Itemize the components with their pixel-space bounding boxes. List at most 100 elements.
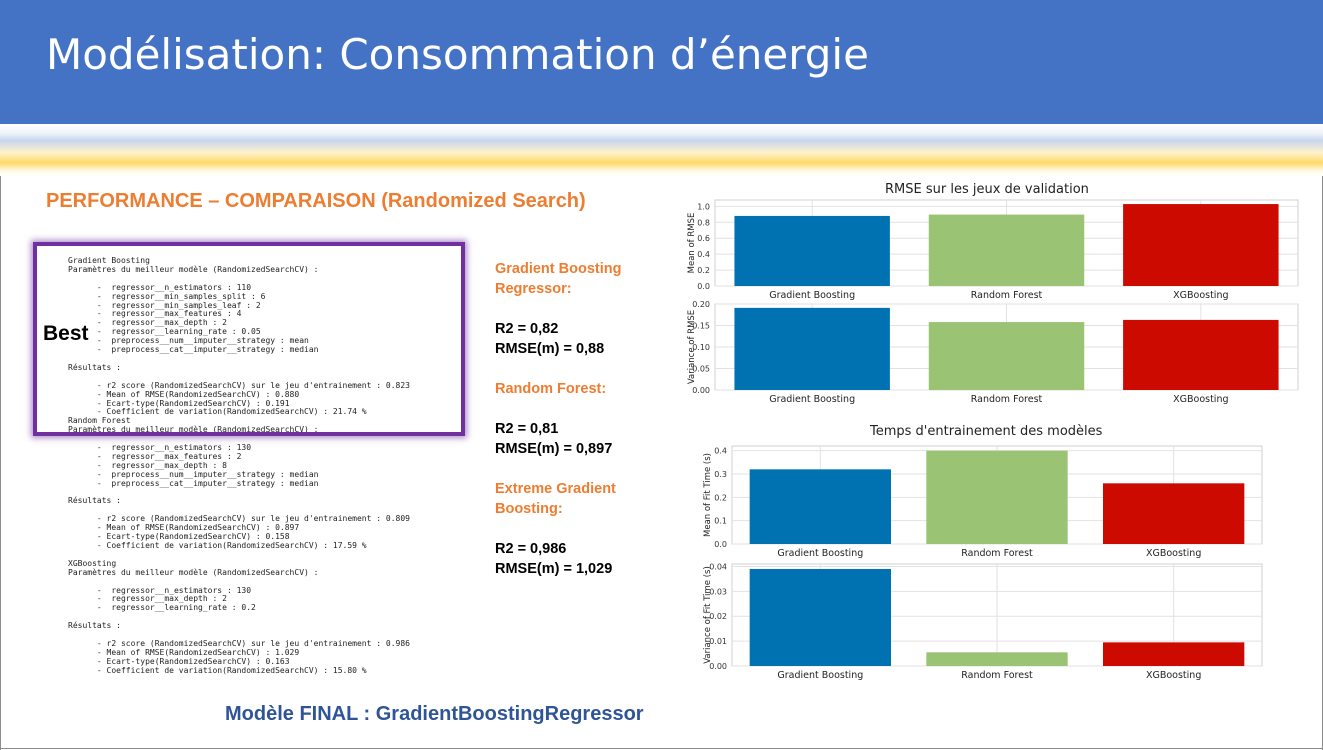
y-tick-label: 0.4 bbox=[714, 447, 727, 456]
bar bbox=[928, 322, 1085, 390]
output-line: - regressor__max_features : 4 bbox=[68, 309, 242, 319]
metrics-summary: Gradient Boosting Regressor: R2 = 0,82 R… bbox=[495, 259, 670, 579]
xgb-r2: R2 = 0,986 bbox=[495, 541, 567, 557]
output-line: Résultats : bbox=[68, 621, 121, 631]
output-line: - regressor__min_samples_split : 6 bbox=[68, 291, 266, 301]
output-line: XGBoosting bbox=[68, 558, 117, 568]
xgb-summary-title-line1: Extreme Gradient bbox=[495, 481, 616, 497]
xgb-rmse: RMSE(m) = 1,029 bbox=[495, 561, 613, 577]
rf-rmse: RMSE(m) = 0,897 bbox=[495, 441, 613, 457]
output-line: Paramètres du meilleur modèle (Randomize… bbox=[68, 425, 319, 435]
output-line: Gradient Boosting bbox=[68, 256, 150, 265]
bar bbox=[1123, 319, 1279, 390]
slide-title: Modélisation: Consommation d’énergie bbox=[46, 30, 869, 79]
bar bbox=[926, 652, 1068, 666]
y-tick-label: 0.04 bbox=[709, 562, 727, 571]
y-tick-label: 0.00 bbox=[709, 662, 727, 671]
output-line: - regressor__max_depth : 2 bbox=[68, 318, 227, 328]
output-line: Résultats : bbox=[68, 496, 121, 506]
gb-summary-title-line2: Regressor: bbox=[495, 281, 572, 297]
gb-r2: R2 = 0,82 bbox=[495, 321, 559, 337]
bar bbox=[926, 450, 1068, 544]
y-tick-label: 0.3 bbox=[714, 470, 727, 479]
output-line: - Mean of RMSE(RandomizedSearchCV) : 0.8… bbox=[68, 389, 300, 399]
output-line: - Coefficient de variation(RandomizedSea… bbox=[68, 407, 367, 417]
output-line: - regressor__n_estimators : 110 bbox=[68, 282, 252, 292]
y-tick-label: 0.10 bbox=[692, 343, 710, 352]
y-axis-label: Variance of Fit Time (s) bbox=[703, 566, 713, 664]
x-tick-label: XGBoosting bbox=[1173, 290, 1228, 301]
y-tick-label: 0.01 bbox=[709, 637, 727, 646]
x-tick-label: Gradient Boosting bbox=[777, 670, 863, 681]
bar bbox=[734, 307, 890, 390]
y-tick-label: 1.0 bbox=[697, 202, 710, 211]
x-tick-label: XGBoosting bbox=[1146, 548, 1201, 559]
final-model-label: Modèle FINAL : GradientBoostingRegressor bbox=[225, 703, 644, 725]
output-line: - preprocess__num__imputer__strategy : m… bbox=[68, 469, 319, 479]
y-axis-label: Mean of Fit Time (s) bbox=[703, 453, 713, 537]
output-line: - Mean of RMSE(RandomizedSearchCV) : 0.8… bbox=[68, 523, 300, 533]
bar bbox=[1103, 483, 1245, 544]
section-title: PERFORMANCE – COMPARAISON (Randomized Se… bbox=[46, 190, 586, 212]
output-line: - Ecart-type(RandomizedSearchCV) : 0.163 bbox=[68, 656, 290, 666]
output-line: Paramètres du meilleur modèle (Randomize… bbox=[68, 567, 319, 577]
gb-rmse: RMSE(m) = 0,88 bbox=[495, 341, 605, 357]
x-tick-label: Random Forest bbox=[971, 290, 1043, 301]
output-line: - regressor__max_depth : 2 bbox=[68, 594, 227, 604]
output-line: - regressor__learning_rate : 0.05 bbox=[68, 327, 261, 337]
output-line: - Coefficient de variation(RandomizedSea… bbox=[68, 541, 367, 550]
y-tick-label: 0.0 bbox=[714, 540, 727, 549]
fit-time-chart-title: Temps d'entrainement des modèles bbox=[870, 424, 1103, 439]
output-line: - regressor__learning_rate : 0.2 bbox=[68, 603, 256, 613]
output-line: - r2 score (RandomizedSearchCV) sur le j… bbox=[68, 514, 410, 524]
output-line: - Mean of RMSE(RandomizedSearchCV) : 1.0… bbox=[68, 647, 300, 657]
y-tick-label: 0.0 bbox=[697, 282, 710, 291]
x-tick-label: Random Forest bbox=[961, 548, 1033, 559]
bar bbox=[749, 469, 891, 544]
output-line: - Ecart-type(RandomizedSearchCV) : 0.191 bbox=[68, 398, 290, 408]
bar bbox=[734, 215, 890, 286]
rf-summary-title: Random Forest: bbox=[495, 381, 607, 397]
frame-left-border bbox=[0, 176, 1, 750]
output-line: Résultats : bbox=[68, 362, 121, 372]
output-line: - regressor__max_depth : 8 bbox=[68, 460, 227, 470]
y-tick-label: 0.20 bbox=[692, 300, 710, 309]
y-tick-label: 0.03 bbox=[709, 587, 727, 596]
output-line: - preprocess__cat__imputer__strategy : m… bbox=[68, 345, 319, 355]
output-line: Random Forest bbox=[68, 416, 131, 426]
output-line: - Ecart-type(RandomizedSearchCV) : 0.158 bbox=[68, 532, 290, 542]
decorative-stripe bbox=[0, 124, 1323, 176]
x-tick-label: XGBoosting bbox=[1173, 394, 1228, 405]
output-line: - regressor__max_features : 2 bbox=[68, 451, 242, 461]
rmse-chart-title: RMSE sur les jeux de validation bbox=[885, 182, 1089, 197]
y-tick-label: 0.2 bbox=[714, 493, 727, 502]
y-tick-label: 0.4 bbox=[697, 250, 710, 259]
search-results-output: Gradient Boosting Paramètres du meilleur … bbox=[68, 256, 410, 676]
xgb-summary-title-line2: Boosting: bbox=[495, 501, 563, 517]
variance-fit-time-chart: 0.00 0.01 0.02 0.03 0.04 Gradient Boosting Ran… bbox=[703, 562, 1263, 681]
x-tick-label: Random Forest bbox=[961, 670, 1033, 681]
y-axis-label: Variance of RMSE bbox=[687, 310, 697, 384]
y-tick-label: 0.2 bbox=[697, 266, 710, 275]
x-tick-label: XGBoosting bbox=[1146, 670, 1201, 681]
mean-fit-time-chart: 0.0 0.1 0.2 0.3 0.4 Gradient Boosting Random F… bbox=[703, 445, 1263, 559]
output-line: - r2 score (RandomizedSearchCV) sur le j… bbox=[68, 380, 410, 390]
y-tick-label: 0.6 bbox=[697, 234, 710, 243]
bar bbox=[1123, 204, 1279, 286]
output-line: Paramètres du meilleur modèle (Randomize… bbox=[68, 264, 319, 274]
y-tick-label: 0.02 bbox=[709, 612, 727, 621]
variance-rmse-chart: 0.00 0.05 0.10 0.15 0.20 Gradient Boosting Ran… bbox=[687, 300, 1299, 405]
best-model-highlight bbox=[33, 242, 465, 436]
mean-rmse-chart: 0.0 0.2 0.4 0.6 0.8 1.0 Gradient Boosting Rando… bbox=[687, 199, 1299, 301]
output-line bbox=[68, 551, 410, 560]
y-axis-label: Mean of RMSE bbox=[687, 213, 697, 274]
bar bbox=[1103, 642, 1245, 666]
bar bbox=[928, 214, 1085, 286]
y-tick-label: 0.15 bbox=[692, 322, 710, 331]
x-tick-label: Gradient Boosting bbox=[769, 394, 855, 405]
x-tick-label: Gradient Boosting bbox=[769, 290, 855, 301]
output-line: - Coefficient de variation(RandomizedSea… bbox=[68, 665, 367, 675]
output-line: - preprocess__num__imputer__strategy : m… bbox=[68, 336, 309, 346]
x-tick-label: Gradient Boosting bbox=[777, 548, 863, 559]
gb-summary-title-line1: Gradient Boosting bbox=[495, 261, 622, 277]
